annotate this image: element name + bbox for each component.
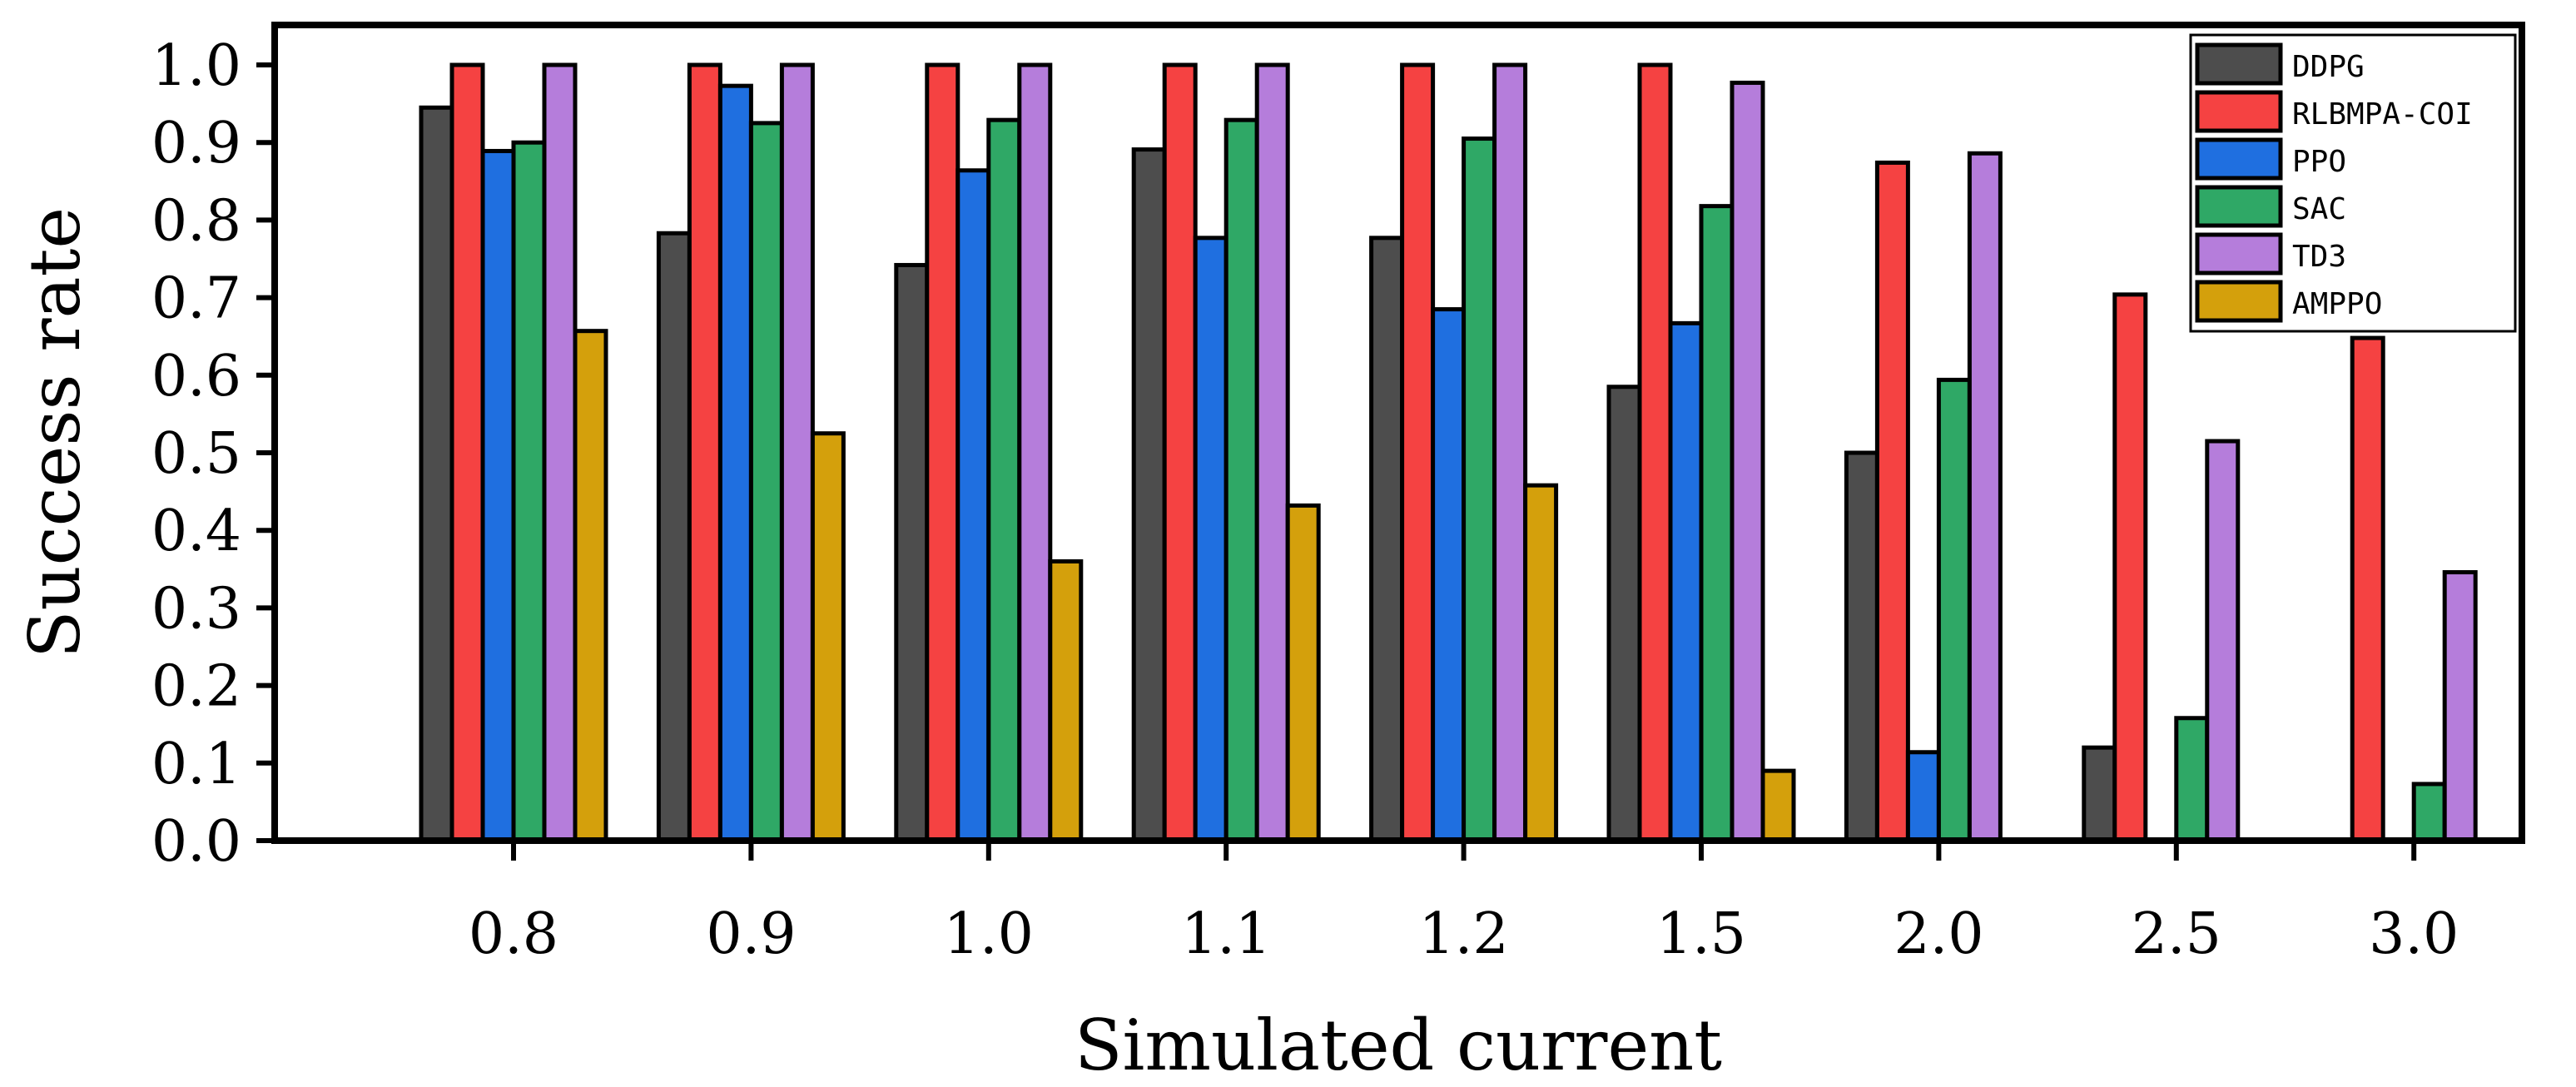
bar-amppo-0.9 xyxy=(810,431,846,843)
bar-ddpg-0.9 xyxy=(656,231,692,843)
x-tick-label: 1.2 xyxy=(1419,901,1509,967)
legend-label: DDPG xyxy=(2292,50,2365,84)
bar-td3-1.5 xyxy=(1730,80,1765,843)
bar-td3-1.0 xyxy=(1017,62,1053,843)
bar-rlbmpa-coi-0.9 xyxy=(687,62,722,843)
y-axis: 0.0 0.1 0.2 0.3 0.4 0.5 0.6 0.7 0.8 0.9 1.0 xyxy=(151,33,275,875)
legend-label: SAC xyxy=(2292,192,2346,226)
bar-amppo-1.1 xyxy=(1285,503,1321,843)
legend-label: PPO xyxy=(2292,145,2346,179)
bar-amppo-0.8 xyxy=(573,329,608,843)
legend-swatch-ppo xyxy=(2195,137,2283,181)
legend-label: TD3 xyxy=(2292,240,2346,274)
bar-rlbmpa-coi-2.5 xyxy=(2112,292,2148,843)
bar-amppo-1.5 xyxy=(1760,768,1796,843)
y-tick-label: 0.9 xyxy=(151,111,241,176)
y-tick-label: 0.2 xyxy=(151,654,241,720)
x-axis: 0.8 0.9 1.0 1.1 1.2 1.5 2.0 2.5 3.0 xyxy=(469,841,2459,967)
bar-rlbmpa-coi-1.5 xyxy=(1637,62,1673,843)
bar-ppo-2.0 xyxy=(1905,750,1941,843)
bar-group xyxy=(419,62,2478,843)
bar-ppo-0.9 xyxy=(717,83,753,843)
legend-swatch-td3 xyxy=(2195,232,2283,275)
bar-rlbmpa-coi-2.0 xyxy=(1874,160,1910,843)
legend: DDPG RLBMPA-COI PPO SAC TD3 AMPPO xyxy=(2189,33,2517,333)
x-tick-label: 0.9 xyxy=(706,901,796,967)
x-tick-label: 0.8 xyxy=(469,901,558,967)
bar-rlbmpa-coi-0.8 xyxy=(449,62,485,843)
y-tick-label: 0.1 xyxy=(151,732,241,797)
bar-td3-2.5 xyxy=(2205,439,2241,843)
bar-ppo-1.0 xyxy=(955,168,991,843)
legend-label: RLBMPA-COI xyxy=(2292,97,2473,132)
legend-swatch-sac xyxy=(2195,185,2283,228)
x-tick-label: 2.5 xyxy=(2132,901,2221,967)
bar-sac-1.1 xyxy=(1223,117,1259,843)
y-tick-label: 0.0 xyxy=(151,809,241,875)
bar-td3-1.1 xyxy=(1254,62,1290,843)
bar-rlbmpa-coi-1.2 xyxy=(1400,62,1436,843)
bar-sac-2.0 xyxy=(1936,377,1972,843)
y-tick-label: 0.7 xyxy=(151,266,241,332)
bar-ddpg-2.5 xyxy=(2082,745,2117,843)
bar-td3-1.2 xyxy=(1492,62,1528,843)
bar-sac-0.9 xyxy=(748,121,784,843)
y-tick-label: 0.4 xyxy=(151,499,241,564)
plot-frame xyxy=(271,22,2525,844)
legend-swatch-amppo xyxy=(2195,280,2283,323)
bar-ddpg-2.0 xyxy=(1844,450,1879,843)
y-tick-label: 1.0 xyxy=(151,33,241,99)
y-tick-label: 0.8 xyxy=(151,188,241,254)
legend-swatch-ddpg xyxy=(2195,42,2283,86)
bar-td3-2.0 xyxy=(1967,151,2003,843)
bar-ddpg-1.1 xyxy=(1131,147,1167,843)
y-tick-label: 0.5 xyxy=(151,421,241,487)
bar-td3-0.8 xyxy=(542,62,578,843)
x-tick-label: 3.0 xyxy=(2369,901,2459,967)
bar-sac-2.5 xyxy=(2174,716,2210,843)
bar-ppo-0.8 xyxy=(480,148,516,843)
x-tick-label: 2.0 xyxy=(1894,901,1983,967)
bar-td3-0.9 xyxy=(779,62,815,843)
bar-rlbmpa-coi-3.0 xyxy=(2350,335,2385,843)
bar-amppo-1.0 xyxy=(1048,558,1084,843)
bar-rlbmpa-coi-1.1 xyxy=(1162,62,1198,843)
y-tick-label: 0.3 xyxy=(151,576,241,642)
bar-ppo-1.1 xyxy=(1193,236,1228,843)
legend-label: AMPPO xyxy=(2292,287,2382,321)
bar-ddpg-1.5 xyxy=(1606,385,1642,843)
x-tick-label: 1.1 xyxy=(1181,901,1271,967)
y-axis-title: Success rate xyxy=(14,207,96,658)
x-axis-title: Simulated current xyxy=(1075,1005,1722,1086)
bar-amppo-1.2 xyxy=(1523,483,1559,843)
bar-ddpg-1.0 xyxy=(894,262,930,843)
x-tick-label: 1.0 xyxy=(944,901,1034,967)
bar-sac-1.5 xyxy=(1699,204,1735,843)
bar-sac-3.0 xyxy=(2411,782,2447,843)
y-tick-label: 0.6 xyxy=(151,344,241,409)
bar-rlbmpa-coi-1.0 xyxy=(925,62,960,843)
x-tick-label: 1.5 xyxy=(1656,901,1746,967)
bar-sac-1.2 xyxy=(1462,136,1497,843)
bar-td3-3.0 xyxy=(2442,570,2478,843)
bar-ppo-1.2 xyxy=(1431,307,1467,843)
bar-sac-1.0 xyxy=(986,117,1022,843)
legend-swatch-rlbmpa-coi xyxy=(2195,90,2283,133)
bar-sac-0.8 xyxy=(511,140,547,843)
bar-ddpg-0.8 xyxy=(419,105,454,843)
bar-ppo-1.5 xyxy=(1668,320,1704,843)
bar-ddpg-1.2 xyxy=(1369,236,1405,843)
